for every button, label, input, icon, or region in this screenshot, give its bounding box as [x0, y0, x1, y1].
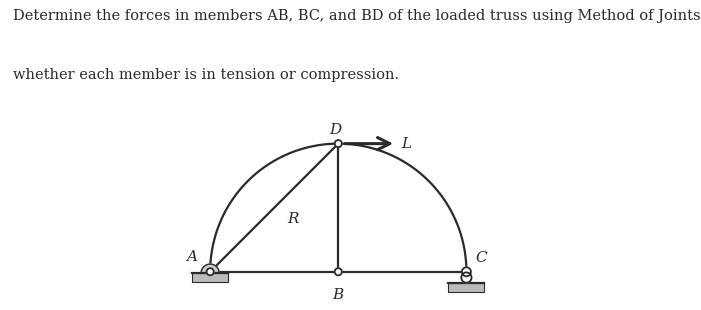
Circle shape	[462, 267, 471, 276]
Text: R: R	[287, 211, 299, 226]
Text: L: L	[401, 137, 411, 151]
FancyBboxPatch shape	[192, 273, 228, 282]
Text: D: D	[329, 123, 342, 137]
Polygon shape	[201, 264, 219, 273]
Circle shape	[334, 268, 342, 275]
Text: C: C	[475, 251, 487, 265]
Circle shape	[461, 272, 472, 283]
Text: B: B	[333, 288, 344, 303]
Circle shape	[207, 268, 214, 275]
Text: Determine the forces in members AB, BC, and BD of the loaded truss using Method : Determine the forces in members AB, BC, …	[13, 9, 701, 23]
Circle shape	[334, 140, 342, 147]
Text: A: A	[186, 250, 198, 264]
Text: whether each member is in tension or compression.: whether each member is in tension or com…	[13, 68, 399, 82]
FancyBboxPatch shape	[449, 283, 484, 292]
